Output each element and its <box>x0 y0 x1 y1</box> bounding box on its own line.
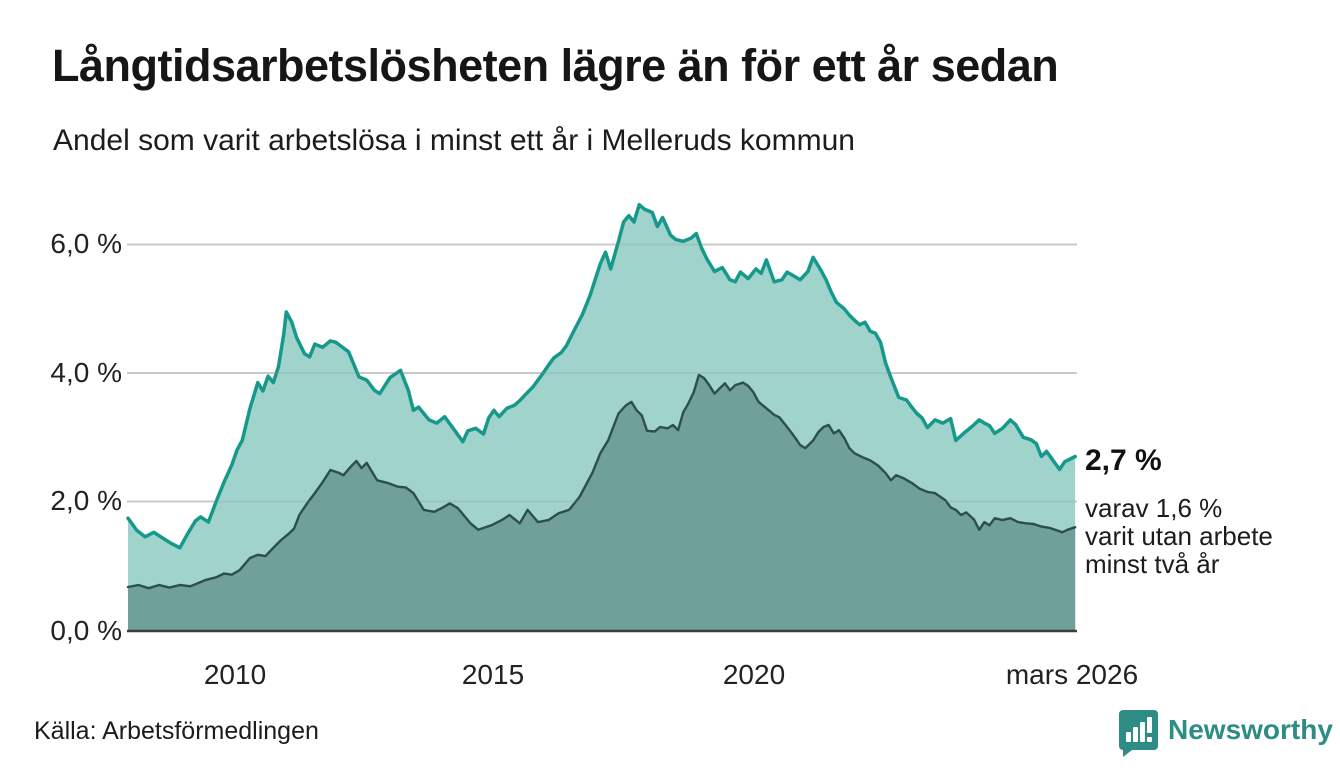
annotation-detail: varav 1,6 % varit utan arbete minst två … <box>1085 494 1273 578</box>
page-subtitle: Andel som varit arbetslösa i minst ett å… <box>53 124 855 157</box>
y-tick-6: 6,0 % <box>50 228 122 259</box>
area-series-min-two-years <box>128 374 1076 630</box>
latest-value-label: 2,7 % <box>1085 444 1162 477</box>
y-tick-2: 2,0 % <box>50 485 122 516</box>
page-title: Långtidsarbetslösheten lägre än för ett … <box>52 40 1059 91</box>
x-tick-2020: 2020 <box>722 659 786 690</box>
annotation-line-1: varav 1,6 % <box>1085 493 1223 523</box>
newsworthy-wordmark: Newsworthy <box>1168 714 1333 745</box>
source-credit: Källa: Arbetsförmedlingen <box>34 717 319 745</box>
line-series-min-two-years <box>126 373 1077 590</box>
x-tick-mars-2026: mars 2026 <box>1005 659 1139 690</box>
newsworthy-bubble-chart-icon <box>1117 708 1159 763</box>
x-tick-2015: 2015 <box>461 659 525 690</box>
line-series-min-one-year <box>126 202 1077 550</box>
annotation-line-3: minst två år <box>1085 549 1220 579</box>
annotation-line-2: varit utan arbete <box>1085 521 1273 551</box>
gridlines-overlay <box>127 243 1077 503</box>
y-tick-4: 4,0 % <box>50 357 122 388</box>
y-tick-0: 0,0 % <box>50 615 122 646</box>
x-tick-2010: 2010 <box>203 659 267 690</box>
newsworthy-logo: Newsworthy <box>1117 708 1333 763</box>
